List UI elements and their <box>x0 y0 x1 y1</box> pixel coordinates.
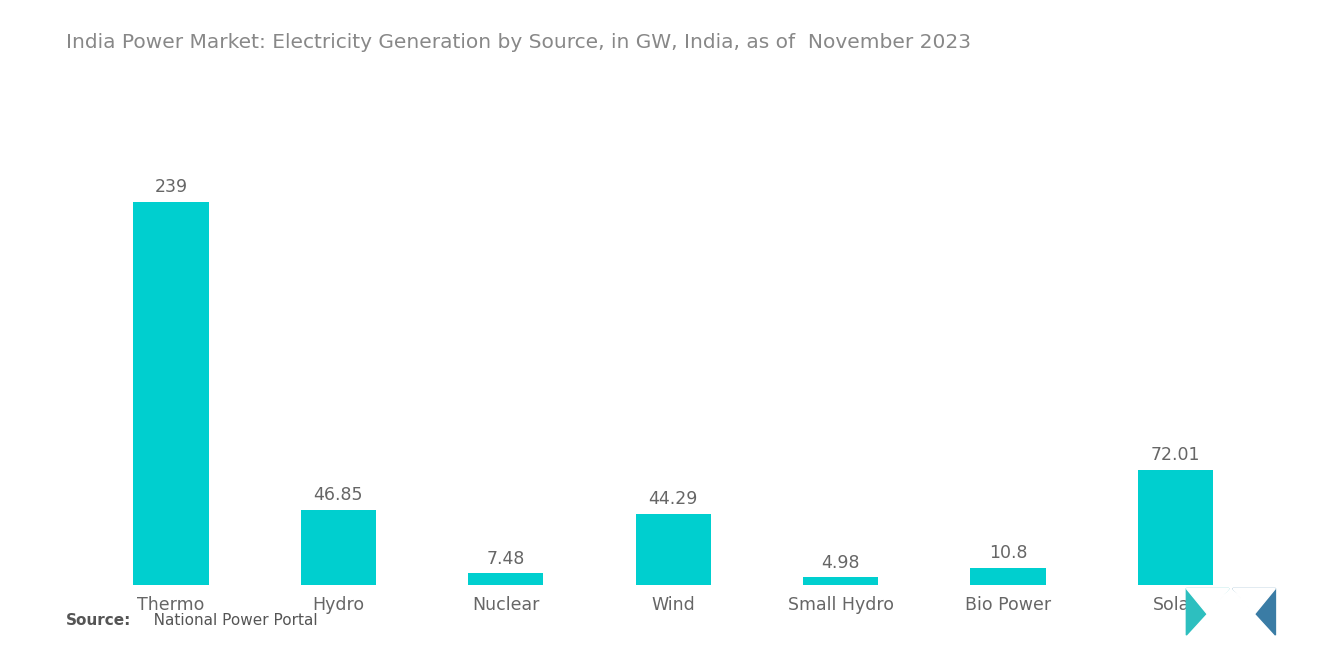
Text: 46.85: 46.85 <box>314 486 363 504</box>
Text: Source:: Source: <box>66 613 132 628</box>
Bar <box>803 577 878 585</box>
Polygon shape <box>1187 589 1229 615</box>
Polygon shape <box>1187 589 1229 635</box>
Text: 239: 239 <box>154 178 187 196</box>
Bar <box>301 510 376 585</box>
Polygon shape <box>1233 589 1275 635</box>
Polygon shape <box>1233 589 1275 615</box>
Bar <box>469 573 544 585</box>
Text: 10.8: 10.8 <box>989 544 1027 562</box>
Text: India Power Market: Electricity Generation by Source, in GW, India, as of  Novem: India Power Market: Electricity Generati… <box>66 33 972 53</box>
Text: 7.48: 7.48 <box>487 549 525 567</box>
Text: National Power Portal: National Power Portal <box>139 613 317 628</box>
Bar <box>970 568 1045 585</box>
Bar <box>133 201 209 585</box>
Text: 72.01: 72.01 <box>1151 446 1200 464</box>
Text: 44.29: 44.29 <box>648 491 698 509</box>
Bar <box>635 514 711 585</box>
Text: 4.98: 4.98 <box>821 553 859 572</box>
Bar <box>1138 469 1213 585</box>
